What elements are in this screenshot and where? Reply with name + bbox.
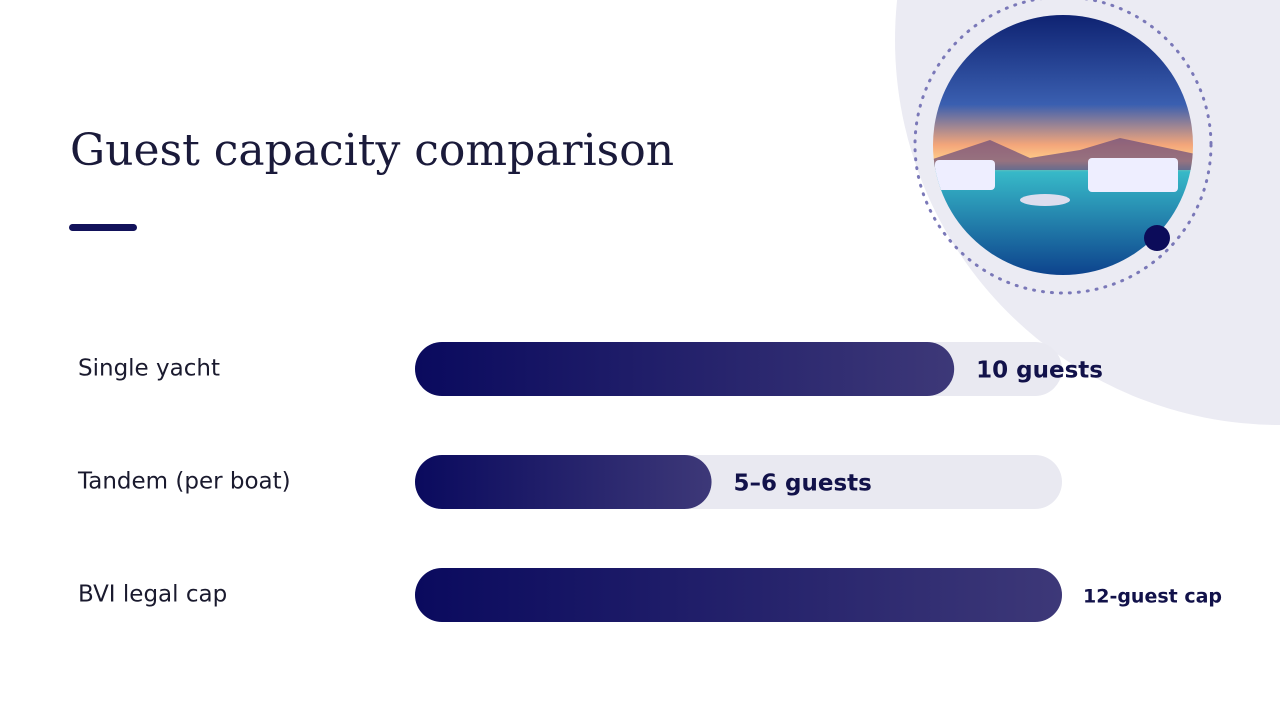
category-label: Tandem (per boat) xyxy=(77,469,291,495)
dot xyxy=(1144,225,1170,251)
title-underline xyxy=(69,224,137,231)
category-label: Single yacht xyxy=(78,356,220,382)
chart-title: Guest capacity comparison xyxy=(70,125,674,176)
dotted-ring xyxy=(913,0,1213,295)
value-label: 12-guest cap xyxy=(1083,586,1222,608)
value-label: 5–6 guests xyxy=(734,471,872,497)
bar xyxy=(415,455,712,509)
bar xyxy=(415,568,1062,622)
bar xyxy=(415,342,955,396)
value-label: 10 guests xyxy=(976,358,1103,384)
category-label: BVI legal cap xyxy=(78,582,227,608)
